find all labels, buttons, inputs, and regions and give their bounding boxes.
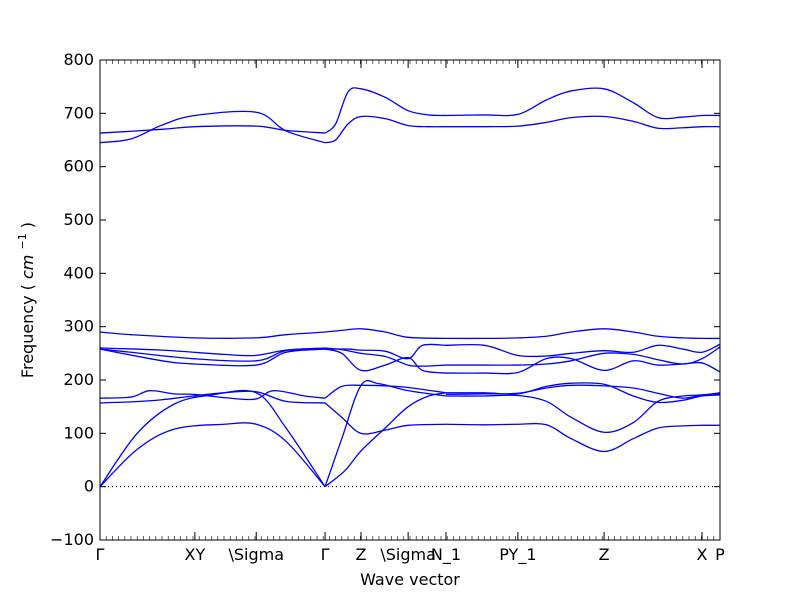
dispersion-curves [99, 87, 721, 488]
phonon-branch-8 [99, 331, 326, 339]
phonon-branch-24 [445, 382, 721, 404]
phonon-branch-29 [445, 115, 721, 130]
phonon-branch-15 [324, 348, 447, 374]
y-axis-label-close-paren: ) [18, 222, 37, 228]
phonon-branch-18 [324, 328, 446, 340]
phonon-branch-21 [445, 422, 721, 453]
x-tick-label: PY_1 [499, 545, 536, 565]
x-tick-label: Z [356, 545, 367, 564]
phonon-branch-27 [445, 343, 721, 358]
axes-frame [99, 59, 721, 541]
phonon-branch-19 [324, 115, 446, 144]
x-tick-label: \Sigma [228, 545, 284, 564]
x-tick-label: Γ [96, 545, 105, 564]
y-tick-label: −100 [50, 530, 94, 549]
phonon-branch-6 [99, 347, 326, 357]
phonon-branch-1 [99, 422, 326, 488]
phonon-branch-12 [324, 392, 447, 488]
phonon-branch-11 [324, 379, 447, 487]
phonon-branch-3 [99, 390, 326, 404]
y-tick-label: 700 [63, 103, 94, 122]
svg-text:Frequency ( cm: Frequency ( cm −1 ) [11, 222, 37, 378]
phonon-branch-2 [99, 389, 326, 488]
phonon-branch-10 [99, 125, 326, 134]
y-axis-label-open-paren: ( [18, 284, 37, 290]
phonon-branch-7 [99, 348, 326, 367]
x-tick-label: Z [599, 545, 610, 564]
phonon-branch-22 [445, 392, 721, 433]
x-tick-label: X [697, 545, 708, 564]
phonon-branch-13 [324, 402, 446, 435]
phonon-branch-26 [445, 346, 721, 366]
y-tick-label: 400 [63, 263, 94, 282]
phonon-branch-4 [99, 389, 326, 401]
y-tick-labels: −100 0 100 200 300 400 500 600 700 800 [50, 50, 94, 549]
phonon-branch-20 [324, 87, 446, 134]
y-tick-label: 800 [63, 50, 94, 69]
y-tick-label: 600 [63, 157, 94, 176]
axis-ticks [99, 59, 721, 541]
x-tick-label: N_1 [431, 545, 461, 565]
y-tick-label: 300 [63, 317, 94, 336]
y-tick-label: 200 [63, 370, 94, 389]
y-axis-label: Frequency ( cm −1 ) [11, 222, 37, 378]
x-axis-label: Wave vector [360, 570, 460, 589]
phonon-branch-17 [325, 343, 446, 360]
plot-area [99, 59, 721, 541]
y-axis-label-unit: cm [18, 255, 37, 279]
y-tick-label: 100 [63, 423, 94, 442]
x-tick-label: Γ [321, 545, 330, 564]
y-axis-label-unit-exp: −1 [16, 233, 29, 249]
y-tick-label: 500 [63, 210, 94, 229]
phonon-branch-30 [445, 87, 721, 120]
phonon-branch-14 [324, 384, 447, 399]
y-axis-label-text: Frequency [18, 295, 37, 378]
y-tick-label: 0 [84, 477, 94, 496]
x-tick-label: P [715, 545, 725, 564]
x-tick-label: \Sigma [380, 545, 436, 564]
x-tick-label: XY [184, 545, 205, 564]
phonon-branch-28 [445, 328, 721, 340]
